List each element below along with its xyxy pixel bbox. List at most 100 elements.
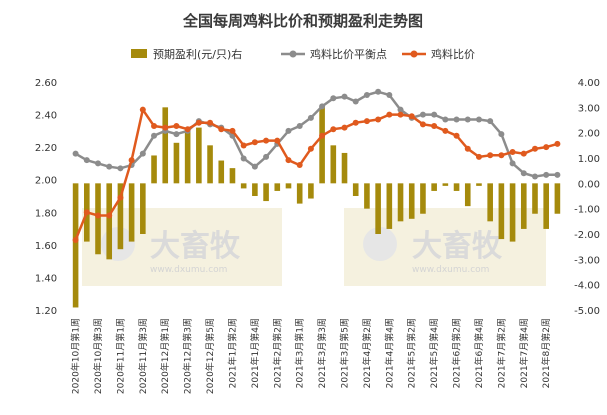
x-tick-label: 2021年3月第5周 <box>339 318 351 388</box>
ratio-point <box>95 212 102 219</box>
ratio-point <box>72 236 79 243</box>
y-left-tick-label: 2.20 <box>35 143 57 154</box>
breakeven-point <box>543 171 550 178</box>
ratio-point <box>487 152 494 159</box>
ratio-point <box>330 126 337 133</box>
x-tick-label: 2020年12月第1周 <box>159 318 171 394</box>
profit-bar <box>509 183 516 242</box>
profit-bar <box>442 183 449 186</box>
legend-breakeven-label: 鸡料比价平衡点 <box>310 47 387 61</box>
watermark-left-text: 大畜牧 <box>150 229 241 264</box>
y-left-tick-label: 1.20 <box>35 306 57 317</box>
profit-bar <box>319 107 325 184</box>
x-tick-label: 2021年1月第4周 <box>249 318 261 388</box>
breakeven-point <box>386 92 393 99</box>
x-axis-labels: 2020年10月第1周 2020年10月第3周 2020年11月第1周 2020年11… <box>70 318 553 394</box>
x-tick-label: 2020年10月第1周 <box>70 318 82 394</box>
breakeven-point <box>442 116 449 123</box>
breakeven-point <box>319 103 326 110</box>
profit-bar <box>274 183 281 191</box>
y-left-tick-label: 1.60 <box>35 241 57 252</box>
breakeven-point <box>464 116 471 123</box>
profit-bar <box>151 155 157 184</box>
breakeven-point <box>453 116 460 123</box>
y-right-tick-label: -3.00 <box>574 255 600 266</box>
ratio-point <box>498 152 505 159</box>
ratio-point <box>128 157 135 164</box>
profit-bar <box>173 142 180 184</box>
profit-bar <box>364 183 370 209</box>
breakeven-point <box>95 160 102 167</box>
breakeven-point <box>263 153 270 160</box>
y-left-tick-label: 2.60 <box>35 78 57 89</box>
profit-bar <box>196 127 202 184</box>
watermark-right-text: 大畜牧 <box>412 229 503 264</box>
y-left-tick-label: 1.80 <box>35 208 57 219</box>
profit-bar <box>498 183 505 240</box>
ratio-point <box>251 139 258 146</box>
y-left-tick-label: 1.40 <box>35 273 57 284</box>
ratio-point <box>151 122 158 129</box>
profit-bar <box>229 168 236 184</box>
y-right-tick-label: 1.00 <box>578 154 600 165</box>
legend-ratio-label: 鸡料比价 <box>431 47 475 61</box>
y-right-tick-label: -4.00 <box>574 281 600 292</box>
profit-bar <box>128 183 135 242</box>
y-right-tick-label: 3.00 <box>578 103 600 114</box>
ratio-point <box>531 145 538 152</box>
breakeven-point <box>363 92 370 99</box>
breakeven-point <box>397 106 404 113</box>
ratio-point <box>218 126 225 133</box>
profit-bar <box>184 127 191 184</box>
ratio-point <box>207 119 214 126</box>
ratio-point <box>263 137 270 144</box>
y-left-tick-label: 2.00 <box>35 176 57 187</box>
legend-ratio-marker <box>410 50 418 58</box>
profit-bar <box>532 183 538 214</box>
breakeven-point <box>520 170 527 177</box>
ratio-point <box>285 157 292 164</box>
ratio-point <box>274 137 281 144</box>
x-tick-label: 2021年6月第2周 <box>451 318 463 388</box>
breakeven-point <box>475 116 482 123</box>
ratio-point <box>319 132 326 139</box>
ratio-point <box>106 212 113 219</box>
ratio-point <box>397 111 404 118</box>
profit-bar <box>386 183 393 229</box>
profit-bar <box>117 183 124 250</box>
breakeven-point <box>509 160 516 167</box>
ratio-point <box>475 153 482 160</box>
profit-bar <box>106 183 113 260</box>
profit-bar <box>397 183 404 222</box>
ratio-point <box>173 122 180 129</box>
y-right-tick-label: -2.00 <box>574 230 600 241</box>
x-tick-label: 2021年7月第2周 <box>495 318 507 388</box>
ratio-point <box>195 119 202 126</box>
breakeven-point <box>72 150 79 157</box>
profit-bars <box>72 107 561 308</box>
y-axis-left: 1.20 1.40 1.60 1.80 2.00 2.20 2.40 2.60 <box>35 78 57 317</box>
x-tick-label: 2021年2月第2周 <box>271 318 283 388</box>
x-tick-label: 2021年1月第2周 <box>226 318 238 388</box>
breakeven-point <box>285 127 292 134</box>
legend-bar-swatch <box>131 49 147 58</box>
breakeven-point <box>554 171 561 178</box>
profit-bar <box>420 183 426 214</box>
profit-bar <box>352 183 359 196</box>
profit-bar <box>95 183 101 255</box>
x-tick-label: 2021年3月第1周 <box>294 318 306 388</box>
ratio-point <box>509 149 516 156</box>
profit-bar <box>218 160 225 184</box>
profit-bar <box>252 183 258 196</box>
ratio-point <box>442 127 449 134</box>
ratio-point <box>341 124 348 131</box>
x-tick-label: 2020年11月第3周 <box>137 318 149 394</box>
breakeven-point <box>151 132 158 139</box>
breakeven-point <box>487 118 494 125</box>
profit-bar <box>285 183 292 189</box>
watermark-right-url: www.dxumu.com <box>412 265 489 275</box>
profit-bar <box>240 183 247 189</box>
ratio-point <box>352 119 359 126</box>
breakeven-point <box>240 155 247 162</box>
ratio-point <box>363 118 370 125</box>
